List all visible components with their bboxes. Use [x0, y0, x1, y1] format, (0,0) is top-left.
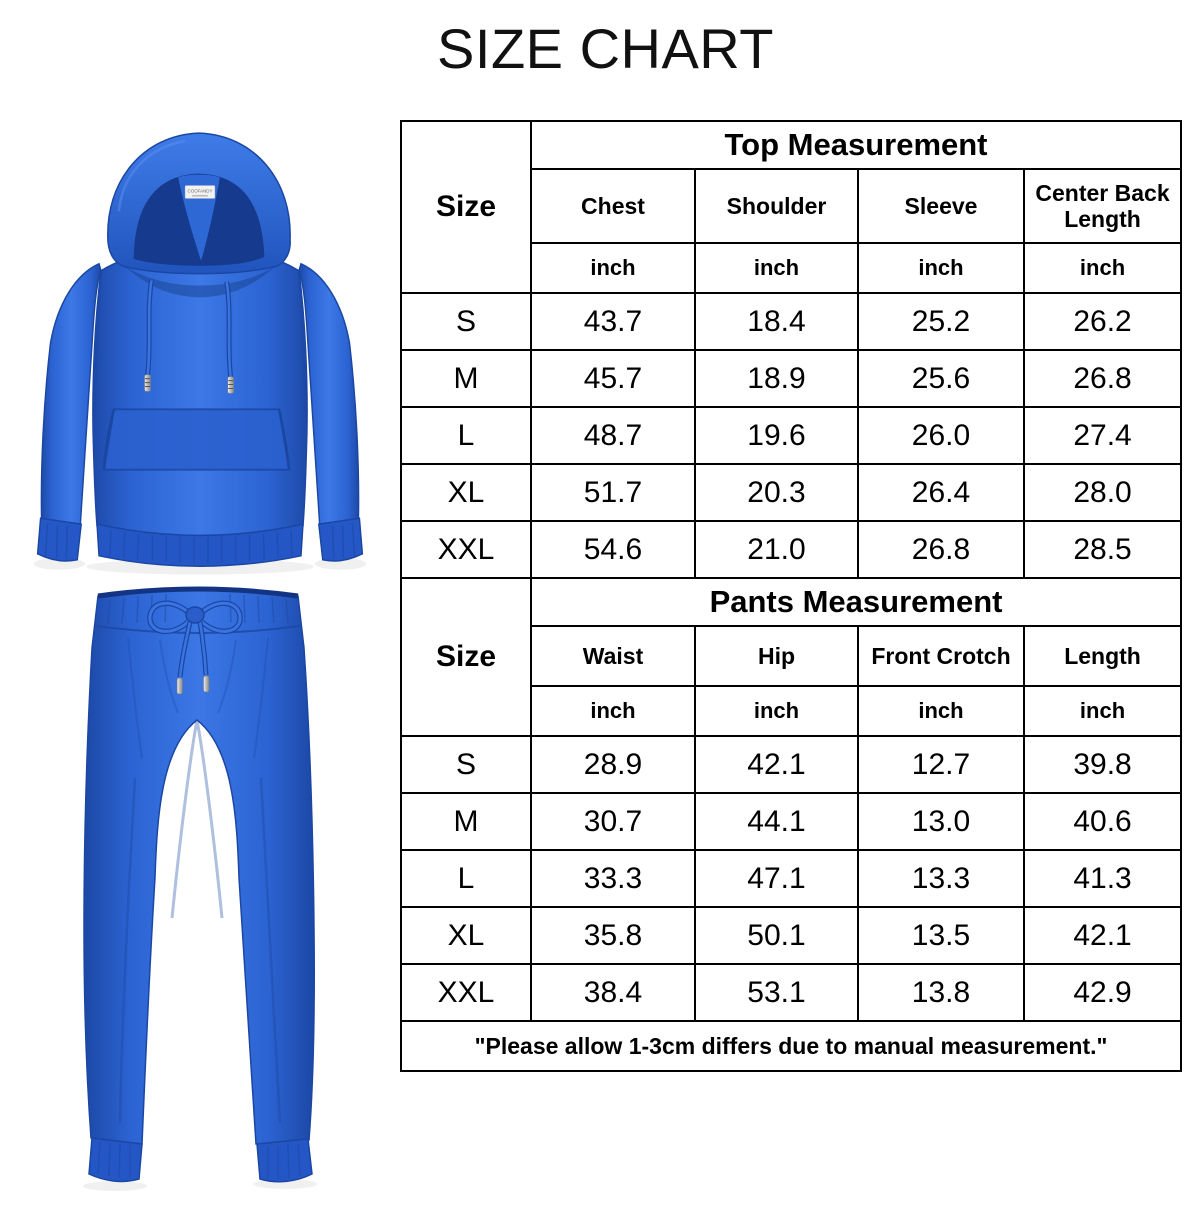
hoodie-illustration: COOFANDY	[33, 132, 367, 575]
value-cell: 47.1	[694, 849, 859, 908]
value-cell: 28.9	[530, 735, 696, 794]
value-cell: 44.1	[694, 792, 859, 851]
table-row: XXL 38.4 53.1 13.8 42.9	[400, 963, 1183, 1022]
top-col-sleeve: Sleeve	[857, 168, 1025, 244]
drawstring-aglet	[176, 675, 210, 695]
value-cell: 20.3	[694, 463, 859, 522]
value-cell: 12.7	[857, 735, 1025, 794]
measurement-disclaimer: "Please allow 1-3cm differs due to manua…	[399, 1020, 1183, 1072]
value-cell: 28.5	[1022, 520, 1183, 579]
table-row: L 48.7 19.6 26.0 27.4	[400, 406, 1183, 465]
size-cell: XL	[400, 906, 532, 965]
table-row: S 43.7 18.4 25.2 26.2	[400, 292, 1183, 351]
top-unit-cell: inch	[694, 242, 859, 294]
pants-col-front-crotch: Front Crotch	[857, 625, 1025, 687]
value-cell: 26.8	[1022, 349, 1183, 408]
value-cell: 53.1	[694, 963, 859, 1022]
table-row: XXL 54.6 21.0 26.8 28.5	[400, 520, 1183, 579]
table-row: M 30.7 44.1 13.0 40.6	[400, 792, 1183, 851]
value-cell: 39.8	[1022, 735, 1183, 794]
value-cell: 40.6	[1022, 792, 1183, 851]
table-row: M 45.7 18.9 25.6 26.8	[400, 349, 1183, 408]
table-row: XL 35.8 50.1 13.5 42.1	[400, 906, 1183, 965]
value-cell: 54.6	[530, 520, 696, 579]
value-cell: 13.3	[857, 849, 1025, 908]
value-cell: 25.2	[857, 292, 1025, 351]
pants-unit-cell: inch	[530, 685, 696, 737]
value-cell: 28.0	[1022, 463, 1183, 522]
value-cell: 25.6	[857, 349, 1025, 408]
top-col-center-back-length: Center Back Length	[1022, 168, 1183, 244]
value-cell: 13.0	[857, 792, 1025, 851]
value-cell: 18.4	[694, 292, 859, 351]
value-cell: 50.1	[694, 906, 859, 965]
pants-col-hip: Hip	[694, 625, 859, 687]
value-cell: 18.9	[694, 349, 859, 408]
pants-unit-cell: inch	[857, 685, 1025, 737]
table-row: XL 51.7 20.3 26.4 28.0	[400, 463, 1183, 522]
value-cell: 21.0	[694, 520, 859, 579]
size-cell: L	[400, 849, 532, 908]
pants-unit-cell: inch	[1022, 685, 1183, 737]
size-cell: L	[400, 406, 532, 465]
drawstring-aglet	[144, 374, 234, 394]
pants-col-waist: Waist	[530, 625, 696, 687]
value-cell: 45.7	[530, 349, 696, 408]
top-unit-cell: inch	[857, 242, 1025, 294]
value-cell: 13.8	[857, 963, 1025, 1022]
top-unit-cell: inch	[530, 242, 696, 294]
value-cell: 51.7	[530, 463, 696, 522]
value-cell: 26.2	[1022, 292, 1183, 351]
value-cell: 43.7	[530, 292, 696, 351]
value-cell: 26.4	[857, 463, 1025, 522]
value-cell: 42.1	[1022, 906, 1183, 965]
value-cell: 42.1	[694, 735, 859, 794]
pants-size-header: Size	[400, 577, 532, 737]
pants-section-title: Pants Measurement	[529, 577, 1183, 627]
size-chart-table: Size Top Measurement Chest Shoulder Slee…	[399, 120, 1183, 1072]
top-unit-cell: inch	[1022, 242, 1183, 294]
value-cell: 26.0	[857, 406, 1025, 465]
value-cell: 48.7	[530, 406, 696, 465]
size-cell: S	[400, 735, 532, 794]
value-cell: 13.5	[857, 906, 1025, 965]
value-cell: 26.8	[857, 520, 1025, 579]
page-title: SIZE CHART	[437, 17, 774, 80]
value-cell: 19.6	[694, 406, 859, 465]
size-cell: M	[400, 349, 532, 408]
top-section-title: Top Measurement	[529, 120, 1183, 170]
size-cell: S	[400, 292, 532, 351]
top-size-header: Size	[400, 120, 532, 294]
pants-image	[40, 578, 340, 1200]
hoodie-brand-label-text: COOFANDY	[188, 188, 213, 193]
top-col-chest: Chest	[530, 168, 696, 244]
table-row: S 28.9 42.1 12.7 39.8	[400, 735, 1183, 794]
size-cell: M	[400, 792, 532, 851]
size-cell: XXL	[400, 520, 532, 579]
value-cell: 27.4	[1022, 406, 1183, 465]
table-row: L 33.3 47.1 13.3 41.3	[400, 849, 1183, 908]
value-cell: 38.4	[530, 963, 696, 1022]
pants-col-length: Length	[1022, 625, 1183, 687]
pants-unit-cell: inch	[694, 685, 859, 737]
value-cell: 33.3	[530, 849, 696, 908]
value-cell: 35.8	[530, 906, 696, 965]
value-cell: 41.3	[1022, 849, 1183, 908]
size-cell: XL	[400, 463, 532, 522]
hoodie-image: COOFANDY	[2, 88, 398, 593]
value-cell: 30.7	[530, 792, 696, 851]
size-cell: XXL	[400, 963, 532, 1022]
top-col-shoulder: Shoulder	[694, 168, 859, 244]
value-cell: 42.9	[1022, 963, 1183, 1022]
pants-illustration	[83, 586, 317, 1191]
